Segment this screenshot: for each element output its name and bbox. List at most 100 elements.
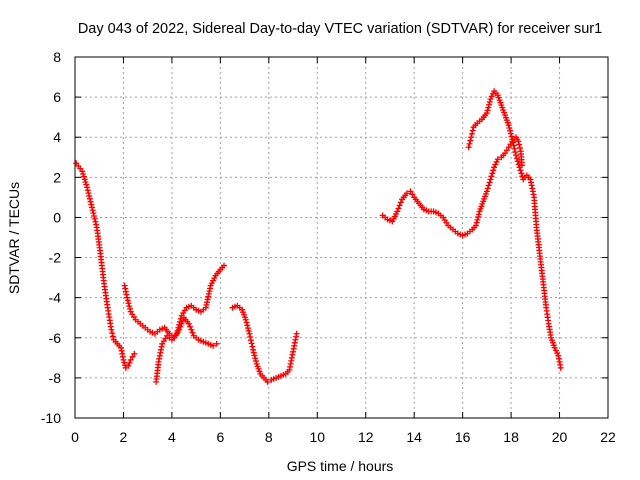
data-point <box>502 150 509 157</box>
data-point <box>484 107 491 114</box>
y-tick-label: 4 <box>53 129 61 145</box>
data-point <box>252 358 259 365</box>
data-point <box>173 330 180 337</box>
data-point <box>247 337 254 344</box>
data-point <box>467 137 474 144</box>
data-point <box>131 350 138 357</box>
data-point <box>87 198 94 205</box>
data-point <box>247 333 254 340</box>
data-point <box>465 144 472 151</box>
data-point <box>122 362 129 369</box>
y-tick-label: -4 <box>49 290 62 306</box>
series-arc2 <box>121 282 220 349</box>
data-point <box>124 297 131 304</box>
data-point <box>187 323 194 330</box>
data-point <box>483 110 490 117</box>
data-point <box>489 90 496 97</box>
data-point <box>472 222 479 229</box>
data-point <box>397 199 404 206</box>
data-point <box>80 170 87 177</box>
data-point <box>486 98 493 105</box>
x-tick-label: 2 <box>120 429 128 445</box>
data-point <box>473 219 480 226</box>
data-point <box>220 262 227 269</box>
data-point <box>90 210 97 217</box>
data-point <box>475 214 482 221</box>
data-point <box>518 170 525 177</box>
data-point <box>485 104 492 111</box>
y-tick-labels: -10 -8 -6 -4 -2 0 2 4 6 8 <box>41 49 61 426</box>
data-point <box>493 158 500 165</box>
x-tick-label: 14 <box>406 429 422 445</box>
data-point <box>516 141 523 148</box>
data-point <box>516 144 523 151</box>
data-point <box>86 195 93 202</box>
grid <box>75 57 608 418</box>
data-point <box>492 161 499 168</box>
y-tick-label: 6 <box>53 89 61 105</box>
data-point <box>468 130 475 137</box>
data-point <box>293 330 300 337</box>
x-tick-label: 20 <box>552 429 568 445</box>
data-point <box>126 305 133 312</box>
y-tick-label: -2 <box>49 250 62 266</box>
data-point <box>483 188 490 195</box>
data-point <box>249 343 256 350</box>
data-point <box>396 202 403 209</box>
series-arc5 <box>379 134 525 239</box>
data-point <box>174 327 181 334</box>
data-point <box>506 124 513 131</box>
data-point <box>507 130 514 137</box>
x-tick-label: 22 <box>600 429 616 445</box>
x-tick-label: 0 <box>71 429 79 445</box>
data-point <box>213 340 220 347</box>
series-arc1 <box>73 160 138 371</box>
data-point <box>210 342 217 349</box>
data-point <box>512 149 519 156</box>
data-point <box>510 142 517 149</box>
y-axis-label: SDTVAR / TECUs <box>6 182 22 294</box>
data-point <box>250 346 257 353</box>
data-point <box>491 164 498 171</box>
y-tick-label: -8 <box>49 370 62 386</box>
x-tick-labels: 0 2 4 6 8 10 12 14 16 18 20 22 <box>71 429 616 445</box>
data-point <box>189 329 196 336</box>
data-point <box>129 353 136 360</box>
data-point <box>407 188 414 195</box>
data-point <box>84 184 91 191</box>
data-point <box>468 134 475 141</box>
data-point <box>88 204 95 211</box>
data-point <box>246 330 253 337</box>
data-point <box>409 191 416 198</box>
x-axis-label: GPS time / hours <box>287 458 394 474</box>
data-point <box>486 101 493 108</box>
data-point <box>513 155 520 162</box>
data-point <box>395 205 402 212</box>
chart-title: Day 043 of 2022, Sidereal Day-to-day VTE… <box>78 21 602 37</box>
data-point <box>185 320 192 327</box>
data-point <box>515 138 522 145</box>
x-tick-label: 16 <box>455 429 471 445</box>
data-point <box>91 215 98 222</box>
data-point <box>503 147 510 154</box>
data-point <box>92 218 99 225</box>
data-point <box>394 208 401 215</box>
data-point <box>80 173 87 180</box>
y-tick-label: -10 <box>41 410 61 426</box>
data-point <box>516 164 523 171</box>
data-point <box>510 139 517 146</box>
data-point <box>507 127 514 134</box>
series-arc3 <box>153 262 227 385</box>
data-point <box>551 344 558 351</box>
data-point <box>175 324 182 331</box>
data-point <box>488 93 495 100</box>
data-point <box>120 356 127 363</box>
data-point <box>242 316 249 323</box>
data-point <box>514 158 521 165</box>
data-point <box>515 161 522 168</box>
data-point <box>126 303 133 310</box>
x-tick-label: 10 <box>309 429 325 445</box>
data-point <box>484 185 491 192</box>
y-tick-label: 0 <box>53 209 61 225</box>
